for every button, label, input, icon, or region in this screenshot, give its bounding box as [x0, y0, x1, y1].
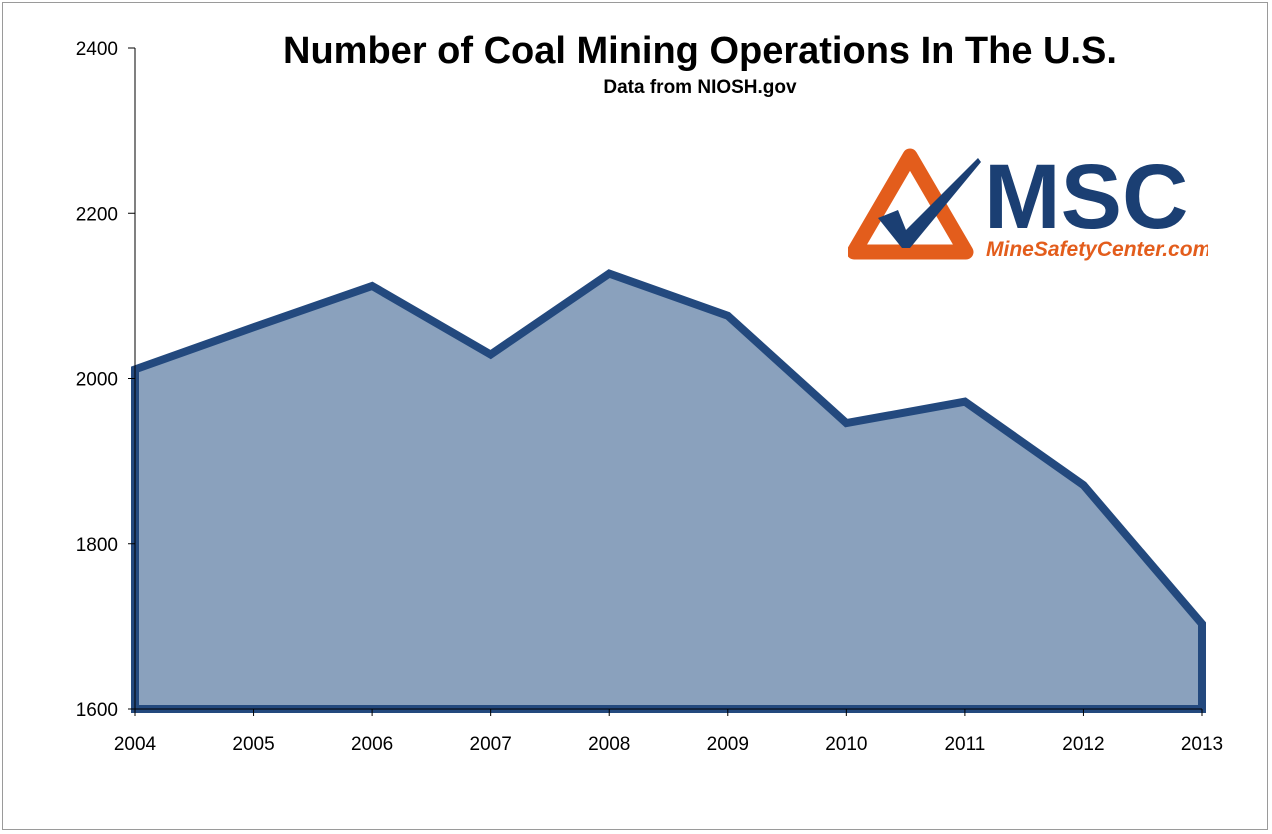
y-tick-label: 2200: [76, 204, 118, 225]
y-tick-label: 1600: [76, 700, 118, 721]
area-series: [131, 269, 1206, 713]
checkmark-triangle-icon: [848, 148, 981, 260]
logo-wordmark: MSC: [984, 148, 1188, 248]
chart-title: Number of Coal Mining Operations In The …: [283, 30, 1117, 72]
msc-logo: MSC MineSafetyCenter.com: [848, 148, 1208, 261]
x-tick-label: 2012: [1062, 734, 1104, 755]
x-tick-label: 2005: [232, 734, 274, 755]
x-tick-label: 2007: [470, 734, 512, 755]
x-tick-label: 2004: [114, 734, 157, 755]
x-tick-label: 2013: [1181, 734, 1223, 755]
y-tick-label: 2000: [76, 370, 118, 391]
x-tick-label: 2011: [944, 734, 985, 755]
x-tick-label: 2008: [588, 734, 630, 755]
x-tick-label: 2009: [707, 734, 749, 755]
x-tick-label: 2006: [351, 734, 393, 755]
logo-tagline: MineSafetyCenter.com: [986, 238, 1208, 261]
chart-subtitle: Data from NIOSH.gov: [603, 77, 797, 98]
y-tick-label: 1800: [76, 535, 118, 556]
y-tick-label: 2400: [76, 39, 118, 60]
x-tick-label: 2010: [825, 734, 867, 755]
